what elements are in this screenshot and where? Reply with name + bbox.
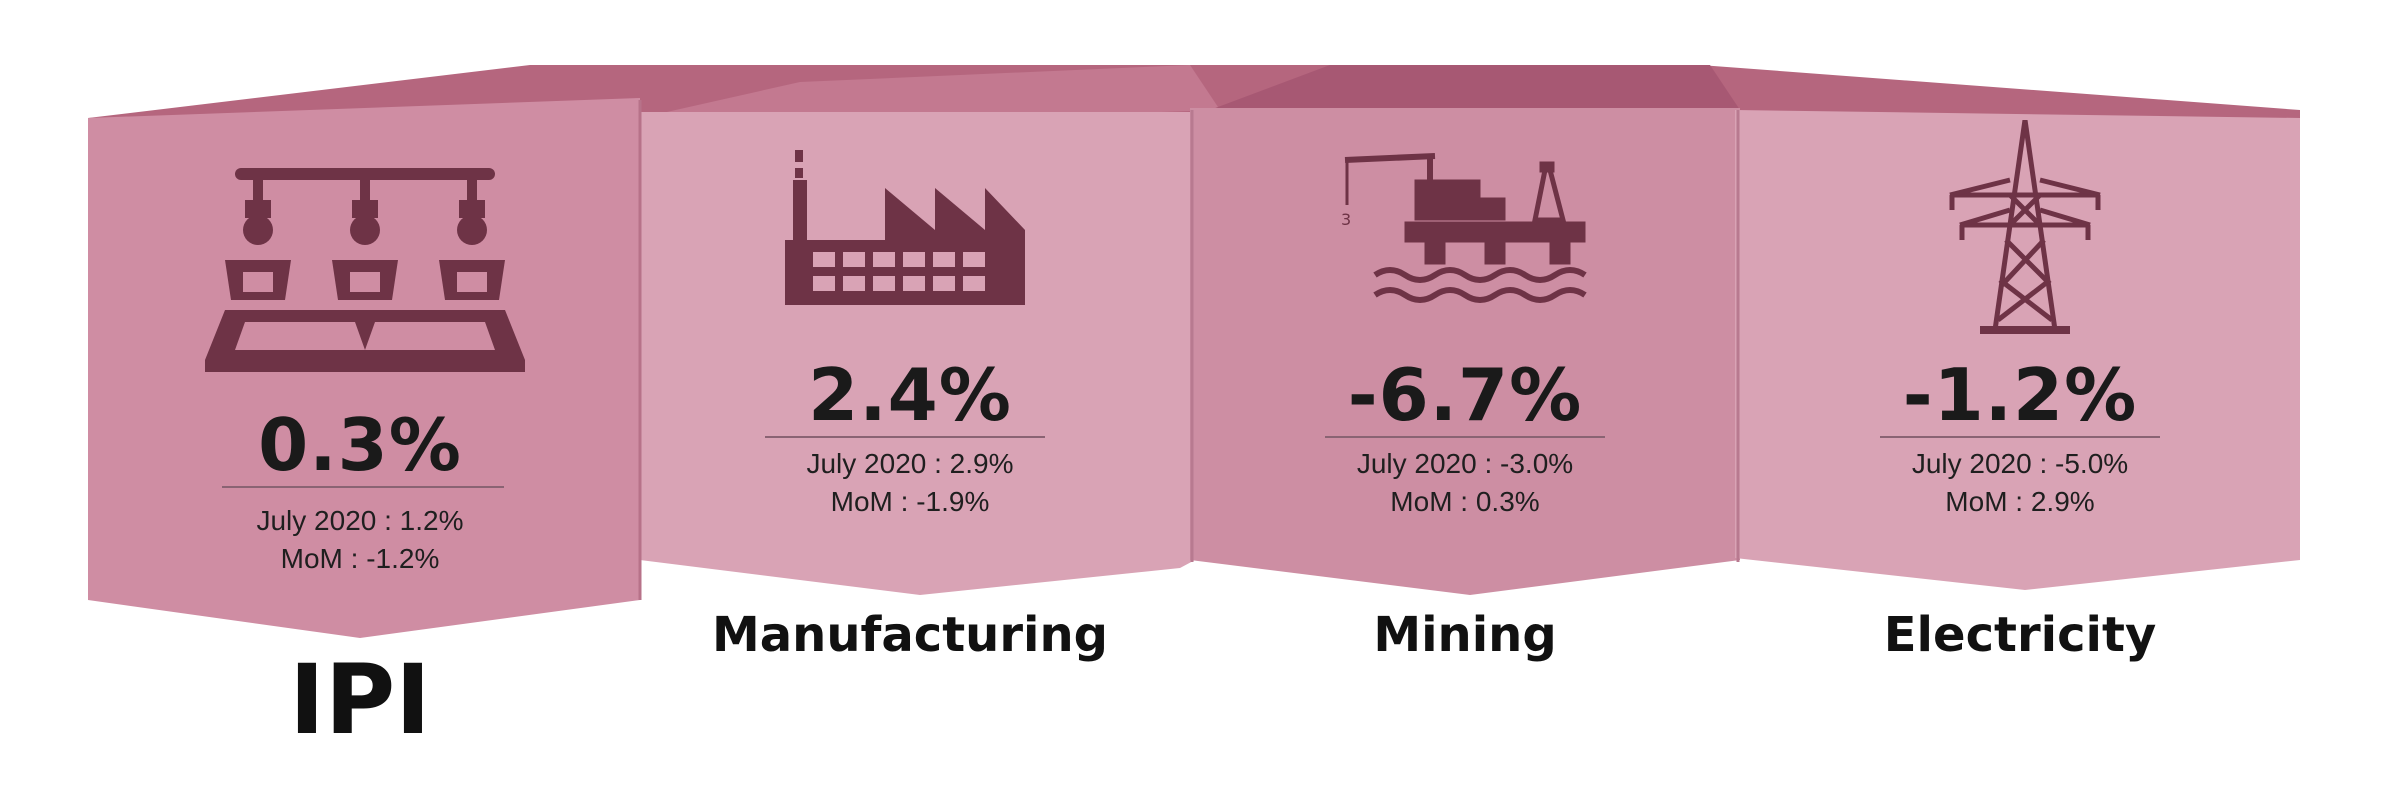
electricity-prev-year: July 2020 : -5.0% — [1911, 448, 2129, 479]
manufacturing-label: Manufacturing — [712, 607, 1108, 663]
electricity-mom: MoM : 2.9% — [1945, 486, 2095, 517]
mining-divider — [1325, 436, 1605, 438]
panel-manufacturing — [640, 112, 1195, 595]
panel-electricity — [1735, 110, 2300, 590]
ipi-prev-year: July 2020 : 1.2% — [256, 505, 464, 536]
oil-rig-icon: 3 — [1341, 153, 1587, 303]
top-fold-facet-dark — [1210, 65, 1740, 110]
manufacturing-prev-year: July 2020 : 2.9% — [806, 448, 1014, 479]
mining-mom: MoM : 0.3% — [1390, 486, 1540, 517]
electricity-divider — [1880, 436, 2160, 438]
factory-icon — [785, 150, 1025, 305]
mining-value: -6.7% — [1347, 353, 1583, 437]
manufacturing-mom: MoM : -1.9% — [830, 486, 990, 517]
electricity-value: -1.2% — [1902, 353, 2138, 437]
svg-text:3: 3 — [1341, 210, 1351, 229]
mining-label: Mining — [1373, 607, 1557, 663]
transmission-tower-icon — [1949, 120, 2101, 334]
panel-mining — [1190, 108, 1740, 595]
ipi-value: 0.3% — [258, 403, 462, 487]
mining-prev-year: July 2020 : -3.0% — [1356, 448, 1574, 479]
ipi-label: IPI — [289, 644, 431, 756]
ipi-divider — [222, 486, 504, 488]
ipi-mom: MoM : -1.2% — [280, 543, 440, 574]
assembly-line-icon — [205, 168, 525, 372]
manufacturing-value: 2.4% — [808, 353, 1012, 437]
manufacturing-divider — [765, 436, 1045, 438]
electricity-label: Electricity — [1883, 607, 2157, 663]
